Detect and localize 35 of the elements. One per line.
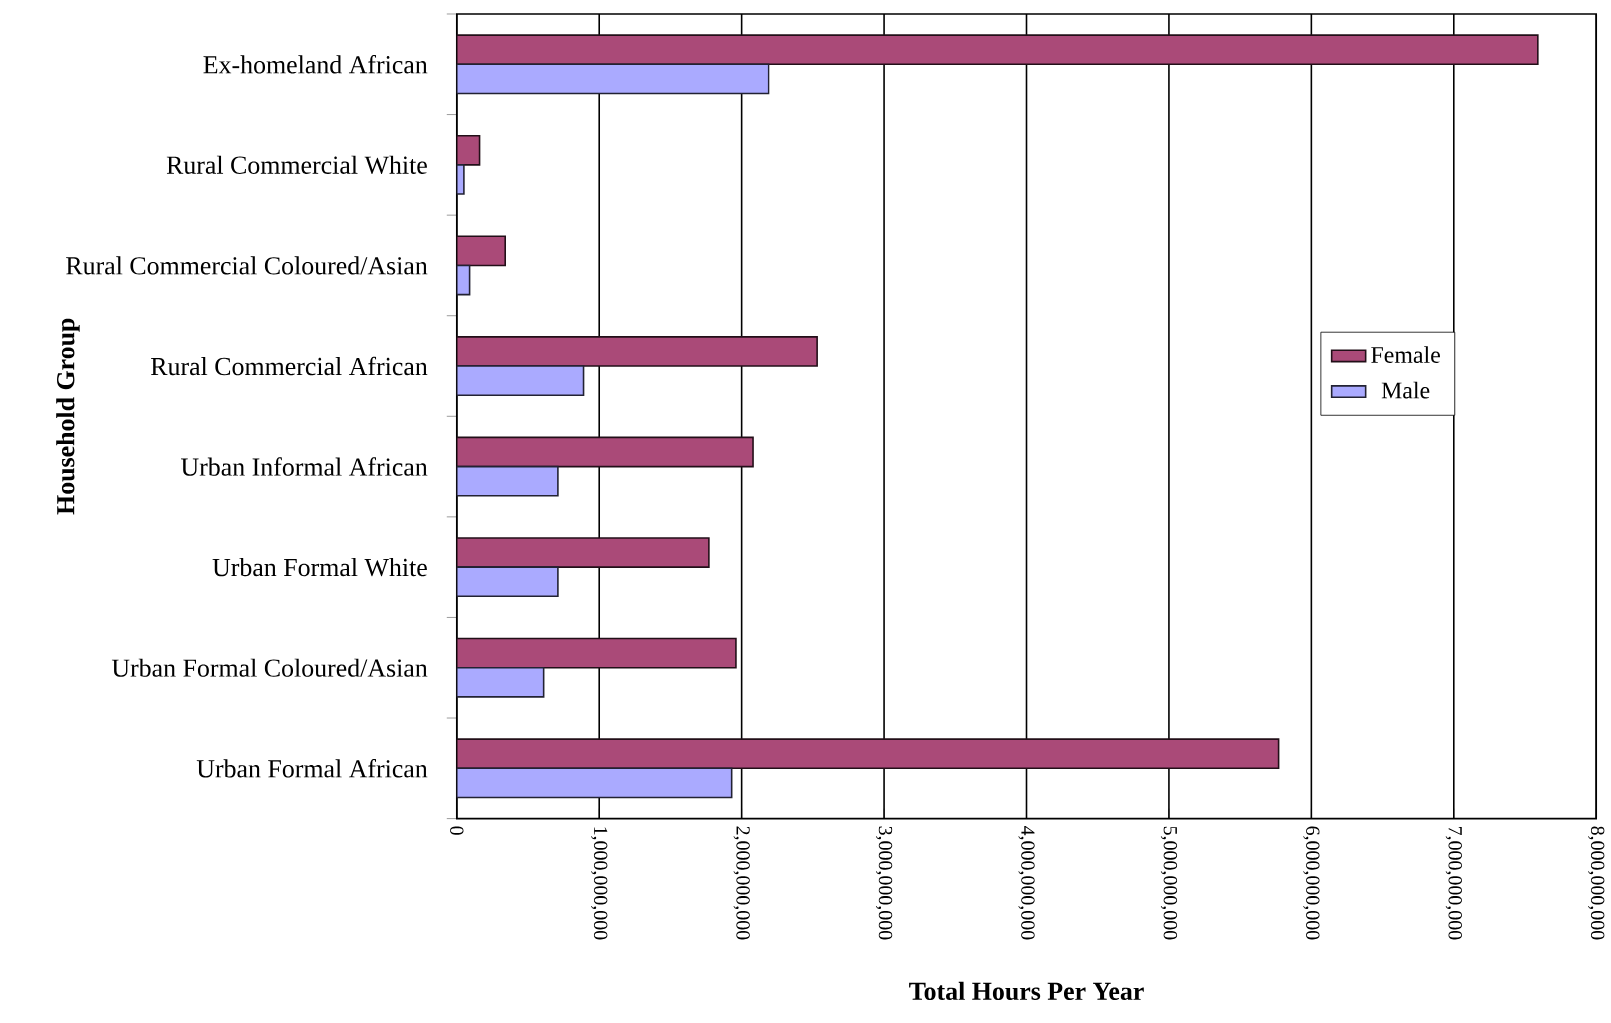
bar <box>456 638 737 669</box>
bar <box>456 667 545 698</box>
x-tick-label: 3,000,000,000 <box>875 826 893 940</box>
y-tick-label: Ex-homeland African <box>203 55 428 74</box>
bar <box>456 436 754 468</box>
bar <box>456 566 559 598</box>
y-tick-label: Urban Formal Coloured/Asian <box>111 658 428 678</box>
bar <box>456 365 585 397</box>
x-tick-label: 1,000,000,000 <box>591 827 608 940</box>
x-tick-label: 4,000,000,000 <box>1018 826 1035 940</box>
y-tick-label: Urban Formal White <box>212 558 427 577</box>
y-tick-label: Urban Informal African <box>181 457 428 477</box>
x-tick-label: 7,000,000,000 <box>1445 827 1462 940</box>
x-tick-label: 5,000,000,000 <box>1160 827 1178 940</box>
bar <box>456 235 507 267</box>
bar <box>456 63 770 95</box>
bar <box>456 34 1539 66</box>
legend-label: Female <box>1371 346 1440 364</box>
y-tick-label: Rural Commercial White <box>166 155 427 175</box>
x-tick-label: 8,000,000,000 <box>1588 826 1605 940</box>
bar <box>456 466 559 497</box>
y-axis-title: Household Group <box>56 318 80 515</box>
bar <box>456 738 1280 770</box>
y-tick-label: Rural Commercial African <box>151 357 428 376</box>
y-tick-label: Urban Formal African <box>196 759 428 778</box>
x-tick-label: 2,000,000,000 <box>733 826 750 940</box>
bar <box>456 135 481 166</box>
x-tick-label: 0 <box>450 826 464 836</box>
legend-label: Male <box>1381 381 1430 399</box>
bar <box>456 336 818 368</box>
y-tick-label: Rural Commercial Coloured/Asian <box>66 256 428 275</box>
x-axis-title: Total Hours Per Year <box>909 982 1144 1001</box>
bar <box>456 767 733 799</box>
bar <box>456 537 710 569</box>
x-tick-label: 6,000,000,000 <box>1303 826 1320 940</box>
